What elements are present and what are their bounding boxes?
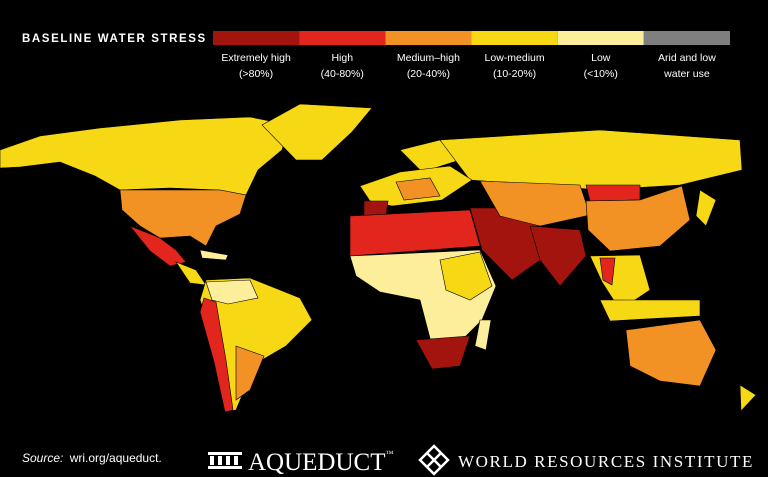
legend-swatch — [471, 31, 558, 45]
legend-range: (10-20%) — [493, 68, 536, 80]
legend: Extremely high (>80%) High (40-80%) Medium–h… — [213, 31, 730, 80]
indonesia — [599, 299, 701, 322]
legend-swatch — [299, 31, 386, 45]
southern-africa — [415, 335, 471, 370]
japan — [695, 189, 717, 227]
trademark: ™ — [386, 449, 394, 458]
iberia — [363, 200, 389, 217]
china — [585, 185, 691, 252]
thailand — [599, 257, 616, 286]
wri-wordmark: WORLD RESOURCES INSTITUTE — [458, 452, 754, 471]
north-africa — [349, 209, 481, 257]
wri-icon — [418, 444, 450, 476]
mexico — [129, 225, 187, 267]
central-europe — [395, 177, 441, 201]
legend-label: Arid and low — [658, 52, 716, 64]
colombia-venezuela — [205, 279, 259, 305]
legend-label: Low — [591, 52, 611, 64]
legend-label: Extremely high — [221, 52, 291, 64]
argentina — [235, 345, 265, 401]
aqueduct-wordmark: AQUEDUCT™ — [248, 449, 394, 476]
legend-label: High — [331, 52, 353, 64]
source-url: wri.org/aqueduct. — [69, 451, 162, 465]
wri-logo: WORLD RESOURCES INSTITUTE — [418, 444, 754, 476]
legend-range: (<10%) — [584, 68, 618, 80]
caribbean — [199, 249, 229, 261]
legend-label: Medium–high — [397, 52, 460, 64]
world-map — [0, 103, 757, 413]
legend-range: water use — [663, 68, 710, 80]
aqueduct-logo: AQUEDUCT™ — [208, 449, 394, 476]
title: BASELINE WATER STRESS — [22, 33, 207, 45]
peru-chile — [199, 297, 234, 413]
new-zealand — [739, 384, 757, 412]
aqueduct-icon — [208, 452, 242, 469]
legend-range: (>80%) — [239, 68, 273, 80]
mongolia — [585, 184, 641, 202]
source: Source: wri.org/aqueduct. — [22, 451, 162, 465]
madagascar — [474, 319, 492, 351]
usa — [119, 189, 247, 247]
legend-swatch — [213, 31, 300, 45]
legend-swatch — [643, 31, 730, 45]
australia — [625, 319, 717, 387]
legend-range: (40-80%) — [321, 68, 364, 80]
source-prefix: Source: — [22, 451, 63, 465]
greenland — [261, 103, 373, 161]
central-asia — [479, 180, 591, 227]
legend-swatch — [557, 31, 644, 45]
east-africa — [439, 251, 493, 301]
legend-label: Low-medium — [485, 52, 545, 64]
legend-swatch — [385, 31, 472, 45]
aqueduct-text: AQUEDUCT — [248, 449, 386, 476]
south-asia — [529, 225, 587, 287]
legend-range: (20-40%) — [407, 68, 450, 80]
